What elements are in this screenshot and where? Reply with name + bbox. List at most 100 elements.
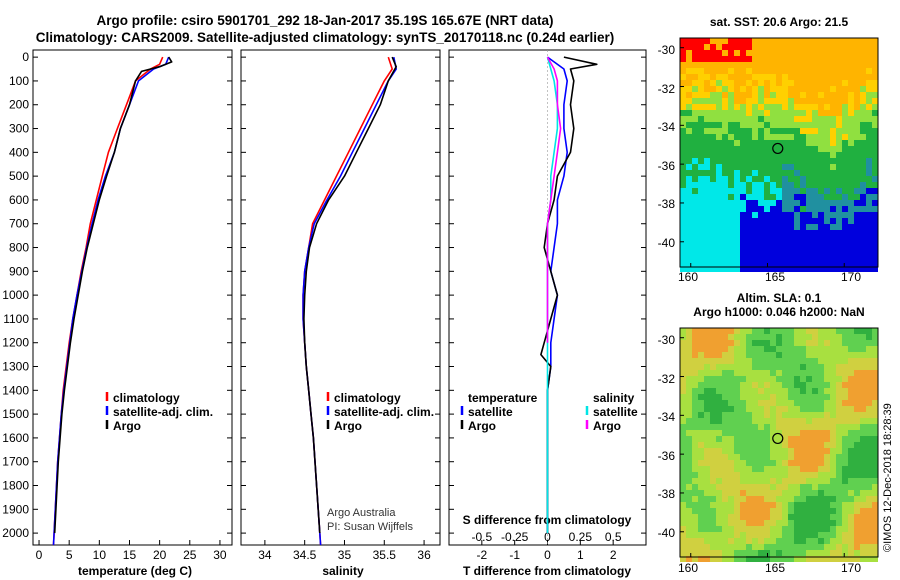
sst-map-cell [764, 128, 770, 134]
sla-map-cell [692, 352, 698, 358]
sla-map-cell [782, 496, 788, 502]
sst-map-cell [824, 200, 830, 206]
sla-map-cell [794, 478, 800, 484]
sla-map-cell [872, 514, 878, 520]
sla-map-cell [716, 358, 722, 364]
sst-map-cell [866, 140, 872, 146]
sla-map-cell [806, 352, 812, 358]
sla-map-cell [758, 454, 764, 460]
sst-map-cell [872, 110, 878, 116]
sst-map-cell [698, 176, 704, 182]
sla-map-cell [872, 382, 878, 388]
sla-map-cell [698, 544, 704, 550]
diff-legend-temp-satellite: satellite [468, 405, 513, 419]
sst-map-cell [704, 116, 710, 122]
sst-map-cell [764, 146, 770, 152]
sst-map-cell [776, 158, 782, 164]
sst-map-cell [866, 248, 872, 254]
sla-map-cell [758, 544, 764, 550]
sla-map-cell [848, 388, 854, 394]
sst-map-cell [704, 188, 710, 194]
sst-map-cell [830, 128, 836, 134]
sla-map-cell [704, 466, 710, 472]
sla-map-cell [746, 520, 752, 526]
sst-map-cell [854, 206, 860, 212]
sst-map-cell [794, 224, 800, 230]
sst-map-cell [680, 128, 686, 134]
sla-map-cell [848, 478, 854, 484]
sla-map-cell [854, 358, 860, 364]
sst-map-cell [752, 62, 758, 68]
sst-map-cell [788, 44, 794, 50]
sst-map-cell [842, 248, 848, 254]
sst-map-cell [794, 230, 800, 236]
sla-map-cell [782, 358, 788, 364]
sla-map-cell [776, 382, 782, 388]
sst-map-cell [848, 152, 854, 158]
sst-map-cell [710, 140, 716, 146]
sst-map-cell [848, 188, 854, 194]
sla-map-cell [872, 328, 878, 334]
sla-map-cell [806, 406, 812, 412]
sla-map-cell [692, 538, 698, 544]
sst-map-cell [824, 116, 830, 122]
sst-map-cell [716, 56, 722, 62]
sst-map-cell [794, 44, 800, 50]
sst-map-cell [716, 38, 722, 44]
sst-map-cell [728, 230, 734, 236]
sla-map-cell [728, 418, 734, 424]
sst-map-cell [758, 140, 764, 146]
temperature-series-argo [53, 56, 173, 534]
sst-map-cell [842, 74, 848, 80]
sla-map-cell [842, 442, 848, 448]
sst-map-cell [806, 224, 812, 230]
sla-map-cell [686, 400, 692, 406]
sst-map-cell [806, 182, 812, 188]
sst-map-cell [860, 254, 866, 260]
sst-map-cell [848, 248, 854, 254]
sst-map-cell [854, 194, 860, 200]
sst-map-cell [854, 98, 860, 104]
sla-map-cell [698, 400, 704, 406]
sst-map-cell [848, 164, 854, 170]
sla-map-cell [692, 388, 698, 394]
sst-map-cell [872, 200, 878, 206]
sst-map-cell [860, 260, 866, 266]
sst-map-cell [764, 236, 770, 242]
sst-map-cell [728, 254, 734, 260]
sla-map-cell [812, 508, 818, 514]
temperature-xtick-label: 25 [183, 548, 197, 562]
sst-map-cell [734, 44, 740, 50]
sla-map-cell [836, 358, 842, 364]
sst-map-cell [770, 50, 776, 56]
sst-map-cell [722, 98, 728, 104]
sla-map-cell [782, 478, 788, 484]
sla-map-cell [794, 454, 800, 460]
sst-map-cell [740, 56, 746, 62]
sla-map-cell [758, 472, 764, 478]
sla-map-cell [800, 400, 806, 406]
diff-legend-temperature-title: temperature [468, 391, 538, 405]
sst-xtick-160: 160 [678, 270, 698, 284]
sst-map-cell [836, 110, 842, 116]
sst-map-cell [860, 158, 866, 164]
sla-map-cell [788, 532, 794, 538]
sla-map-cell [728, 514, 734, 520]
sla-map-cell [680, 538, 686, 544]
sst-map-cell [794, 266, 800, 272]
sst-map-cell [734, 56, 740, 62]
sst-map-cell [770, 38, 776, 44]
sst-map-cell [776, 254, 782, 260]
sla-map-cell [788, 556, 794, 562]
sst-map-cell [842, 236, 848, 242]
sla-map-cell [848, 430, 854, 436]
sst-map-cell [746, 38, 752, 44]
sst-map-cell [824, 260, 830, 266]
sst-map-cell [764, 62, 770, 68]
sst-map-cell [758, 86, 764, 92]
sla-map-cell [806, 484, 812, 490]
sst-map-cell [788, 56, 794, 62]
sst-map-cell [782, 146, 788, 152]
sla-map-cell [836, 382, 842, 388]
sla-map-cell [698, 430, 704, 436]
